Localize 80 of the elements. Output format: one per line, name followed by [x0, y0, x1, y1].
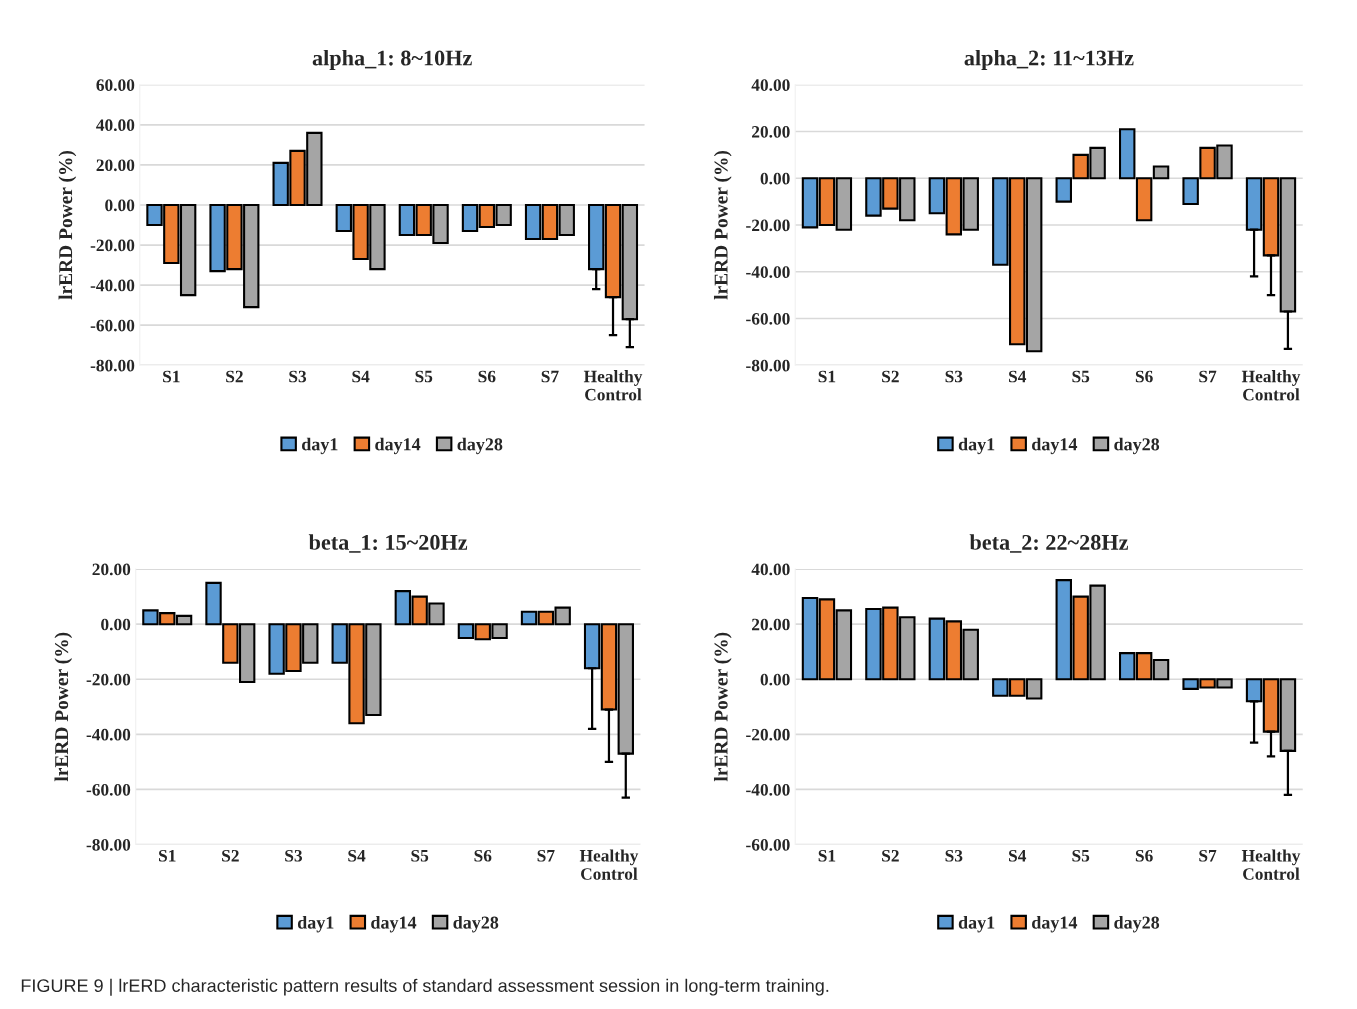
y-tick-label: -60.00	[90, 319, 135, 332]
x-tick-label: S2	[222, 849, 239, 862]
y-tick-label: 0.00	[105, 199, 135, 212]
x-tick-label: S4	[352, 370, 370, 383]
x-tick-label: S2	[882, 849, 899, 862]
x-tick-label: S4	[1009, 849, 1027, 862]
x-tick-label: S2	[226, 370, 243, 383]
x-tick-label: S3	[945, 370, 963, 383]
x-tick-label: Healthy Control	[579, 849, 639, 880]
x-tick-label: S7	[541, 370, 559, 383]
x-tick-label: S3	[945, 849, 963, 862]
x-tick-label: S3	[289, 370, 307, 383]
x-tick-label: S4	[348, 849, 366, 862]
y-axis-title: lrERD Power (%)	[713, 632, 732, 782]
x-tick-label: S5	[1072, 849, 1090, 862]
y-axis-title: lrERD Power (%)	[54, 632, 73, 782]
y-tick-label: -40.00	[90, 279, 135, 292]
x-tick-label: S1	[159, 849, 176, 862]
y-tick-label: -20.00	[746, 219, 790, 232]
x-tick-label: S1	[818, 849, 836, 862]
y-tick-label: -20.00	[746, 728, 790, 741]
x-tick-label: S3	[285, 849, 303, 862]
x-tick-label: S6	[474, 849, 492, 862]
x-tick-label: S6	[1135, 849, 1153, 862]
x-tick-label: S7	[1199, 370, 1217, 383]
y-tick-label: -40.00	[746, 266, 790, 279]
x-tick-label: S5	[411, 849, 429, 862]
chart-title: alpha_1: 8~10Hz	[312, 49, 472, 71]
y-tick-label: 0.00	[101, 618, 131, 631]
x-tick-label: S6	[1135, 370, 1153, 383]
y-tick-label: -20.00	[86, 673, 131, 686]
y-tick-label: -60.00	[746, 839, 790, 851]
x-tick-label: S6	[478, 370, 496, 383]
x-tick-label: S7	[537, 849, 555, 862]
legend-label: day1	[958, 915, 995, 933]
y-axis-title: lrERD Power (%)	[713, 150, 732, 300]
x-tick-label: Healthy Control	[1241, 370, 1301, 401]
legend-label: day14	[371, 915, 417, 933]
y-axis-title: lrERD Power (%)	[58, 150, 77, 300]
x-tick-label: S5	[415, 370, 433, 383]
legend-label: day1	[302, 437, 338, 455]
y-tick-label: 20.00	[96, 159, 135, 172]
chart-title: beta_2: 22~28Hz	[969, 534, 1128, 553]
legend-label: day28	[1114, 437, 1160, 455]
x-tick-label: S5	[1072, 370, 1090, 383]
legend-label: day1	[297, 915, 334, 933]
y-tick-label: 20.00	[752, 125, 790, 138]
legend-label: day28	[1114, 915, 1160, 933]
y-tick-label: -40.00	[86, 728, 131, 741]
y-tick-label: 20.00	[752, 618, 790, 631]
y-tick-label: 20.00	[92, 563, 131, 576]
y-tick-label: -80.00	[746, 359, 790, 372]
y-tick-label: -80.00	[90, 359, 135, 372]
y-tick-label: 60.00	[96, 79, 135, 92]
y-tick-label: -80.00	[86, 839, 131, 851]
y-tick-label: 40.00	[751, 563, 790, 576]
y-tick-label: -60.00	[746, 312, 790, 325]
chart-title: alpha_2: 11~13Hz	[964, 49, 1134, 71]
y-tick-label: 0.00	[760, 673, 790, 686]
y-tick-label: 40.00	[751, 79, 790, 92]
y-tick-label: -40.00	[746, 783, 790, 796]
y-tick-label: -20.00	[90, 239, 135, 252]
x-tick-label: Healthy Control	[583, 370, 643, 401]
y-tick-label: 0.00	[760, 172, 790, 185]
x-tick-label: S7	[1199, 849, 1217, 862]
chart-title: beta_1: 15~20Hz	[308, 534, 468, 553]
legend-label: day14	[1032, 915, 1078, 933]
legend-label: day14	[1032, 437, 1078, 455]
y-tick-label: 40.00	[96, 119, 135, 132]
x-tick-label: S2	[882, 370, 899, 383]
x-tick-label: S1	[163, 370, 180, 383]
legend-label: day28	[453, 915, 499, 933]
caption: FIGURE 9 | lrERD characteristic pattern results of standard assessment session in long-term training.	[21, 978, 829, 996]
x-tick-label: S1	[818, 370, 836, 383]
legend-label: day14	[375, 437, 421, 455]
x-tick-label: S4	[1009, 370, 1027, 383]
legend-label: day28	[457, 437, 503, 455]
x-tick-label: Healthy Control	[1241, 849, 1301, 880]
legend-label: day1	[958, 437, 995, 455]
y-tick-label: -60.00	[86, 783, 131, 796]
